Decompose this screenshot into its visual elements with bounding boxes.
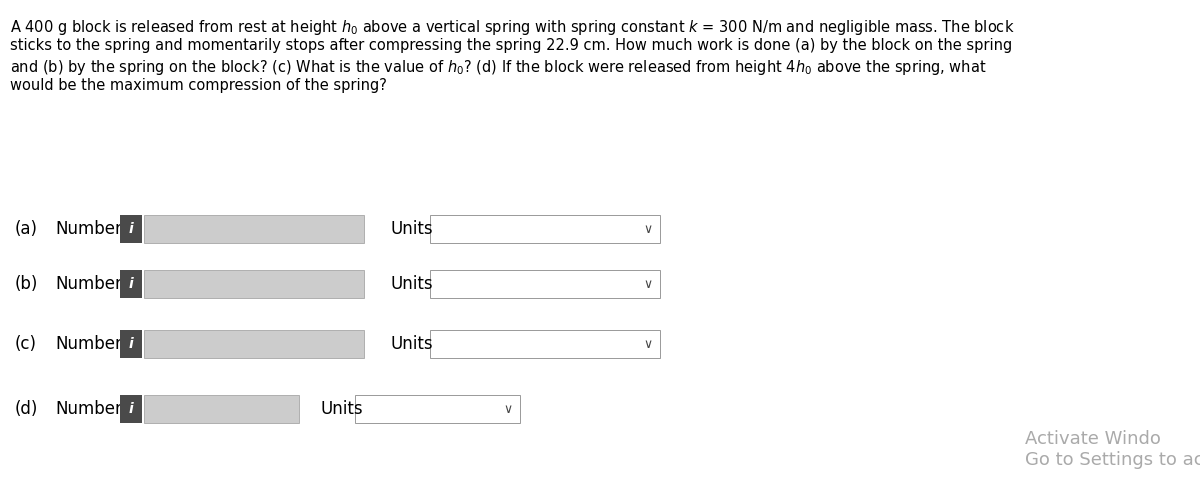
Text: would be the maximum compression of the spring?: would be the maximum compression of the …	[10, 78, 386, 93]
Text: Units: Units	[390, 220, 433, 238]
Text: (d): (d)	[14, 400, 38, 418]
Text: Number: Number	[55, 275, 122, 293]
Text: Number: Number	[55, 220, 122, 238]
Text: ∨: ∨	[504, 402, 512, 416]
Text: i: i	[128, 402, 133, 416]
Text: Number: Number	[55, 335, 122, 353]
FancyBboxPatch shape	[144, 395, 299, 423]
Text: ∨: ∨	[643, 277, 653, 291]
FancyBboxPatch shape	[430, 215, 660, 243]
FancyBboxPatch shape	[430, 270, 660, 298]
Text: i: i	[128, 222, 133, 236]
FancyBboxPatch shape	[144, 330, 364, 358]
Text: sticks to the spring and momentarily stops after compressing the spring 22.9 cm.: sticks to the spring and momentarily sto…	[10, 38, 1013, 53]
Text: i: i	[128, 277, 133, 291]
FancyBboxPatch shape	[430, 330, 660, 358]
Text: ∨: ∨	[643, 222, 653, 236]
FancyBboxPatch shape	[355, 395, 520, 423]
FancyBboxPatch shape	[120, 395, 142, 423]
Text: Number: Number	[55, 400, 122, 418]
Text: (b): (b)	[14, 275, 38, 293]
Text: (a): (a)	[14, 220, 38, 238]
Text: (c): (c)	[14, 335, 37, 353]
FancyBboxPatch shape	[120, 330, 142, 358]
Text: Units: Units	[390, 335, 433, 353]
Text: Units: Units	[390, 275, 433, 293]
Text: A 400 g block is released from rest at height $h_0$ above a vertical spring with: A 400 g block is released from rest at h…	[10, 18, 1014, 37]
Text: Activate Windo
Go to Settings to act: Activate Windo Go to Settings to act	[1025, 430, 1200, 469]
FancyBboxPatch shape	[120, 270, 142, 298]
Text: Units: Units	[320, 400, 362, 418]
Text: and (b) by the spring on the block? (c) What is the value of $h_0$? (d) If the b: and (b) by the spring on the block? (c) …	[10, 58, 986, 77]
Text: ∨: ∨	[643, 338, 653, 350]
Text: i: i	[128, 337, 133, 351]
FancyBboxPatch shape	[144, 215, 364, 243]
FancyBboxPatch shape	[144, 270, 364, 298]
FancyBboxPatch shape	[120, 215, 142, 243]
